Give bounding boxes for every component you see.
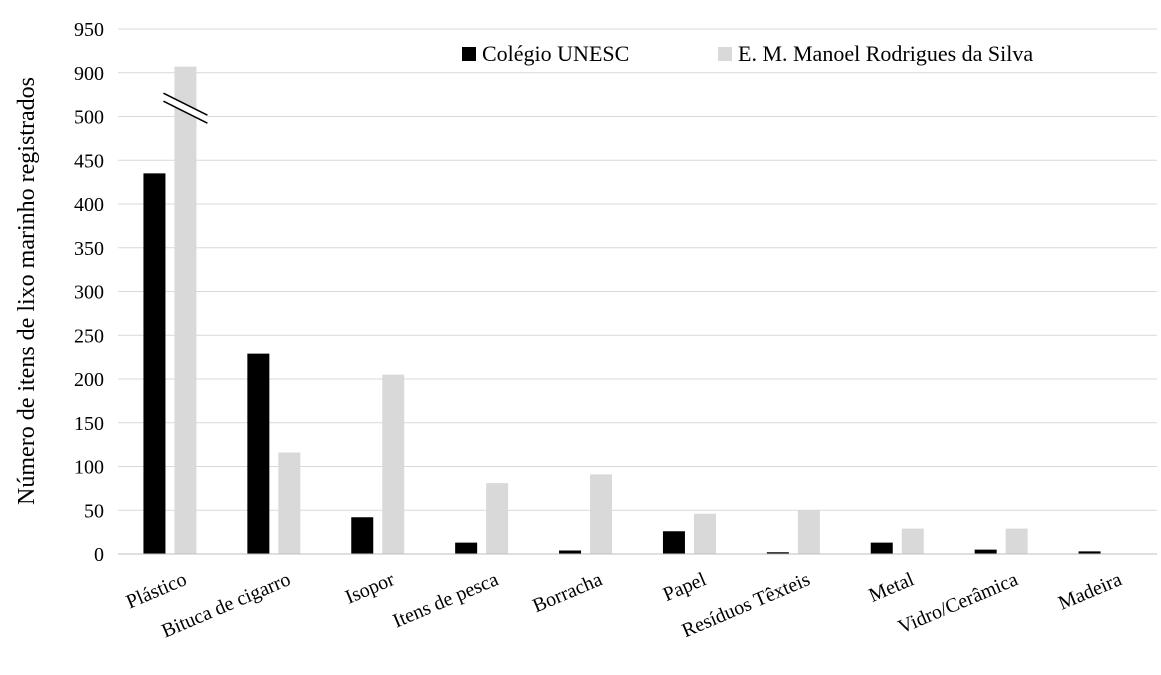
bar-colegio-unesc-8 (974, 549, 997, 554)
bar-colegio-unesc-6 (766, 552, 789, 554)
legend-swatch (718, 47, 732, 61)
y-tick-label: 900 (74, 63, 104, 85)
axis-break-line (163, 92, 208, 116)
bar-colegio-unesc-4 (559, 550, 582, 554)
bar-em-manoel-7 (901, 528, 924, 554)
y-tick-label: 400 (74, 194, 104, 216)
y-tick-label: 450 (74, 150, 104, 172)
y-tick-label: 250 (74, 325, 104, 347)
y-tick-label: 150 (74, 413, 104, 435)
y-tick-label: 50 (84, 500, 104, 522)
axis-break-gap (163, 93, 208, 124)
bars (143, 66, 1101, 554)
bar-colegio-unesc-2 (351, 517, 374, 554)
bar-colegio-unesc-9 (1078, 551, 1101, 554)
x-category-label: Vidro/Cerâmica (895, 568, 1021, 638)
legend-swatch (462, 47, 476, 61)
bar-colegio-unesc-1 (247, 353, 270, 554)
bar-colegio-unesc-0 (143, 173, 166, 554)
y-tick-label: 0 (94, 544, 104, 566)
y-tick-label: 350 (74, 238, 104, 260)
x-category-label: Isopor (342, 568, 398, 608)
legend-label: E. M. Manoel Rodrigues da Silva (738, 41, 1033, 66)
bar-colegio-unesc-3 (455, 542, 478, 554)
legend-label: Colégio UNESC (482, 41, 629, 66)
y-axis-label: Número de itens de lixo marinho registra… (14, 77, 40, 505)
bar-colegio-unesc-5 (662, 531, 685, 554)
x-category-label: Madeira (1055, 568, 1125, 614)
bar-em-manoel-0 (174, 66, 197, 554)
bar-em-manoel-5 (693, 513, 716, 554)
gridlines (118, 28, 1157, 511)
x-category-label: Metal (866, 568, 918, 607)
y-tick-label: 300 (74, 282, 104, 304)
axis-break-mark (163, 92, 208, 124)
bar-em-manoel-2 (382, 374, 405, 554)
x-category-label: Borracha (529, 568, 605, 617)
y-tick-label: 100 (74, 457, 104, 479)
legend: Colégio UNESC E. M. Manoel Rodrigues da S… (462, 41, 1033, 66)
bar-colegio-unesc-7 (870, 542, 893, 554)
x-category-label: Papel (660, 568, 710, 606)
bar-em-manoel-3 (486, 483, 509, 554)
bar-em-manoel-8 (1005, 528, 1028, 554)
x-category-label: Plástico (123, 568, 190, 613)
axis-break-line (163, 100, 208, 124)
bar-em-manoel-1 (278, 452, 301, 554)
bar-em-manoel-6 (797, 510, 820, 554)
x-category-label: Itens de pesca (390, 568, 502, 632)
y-tick-label: 500 (74, 107, 104, 129)
bar-em-manoel-4 (590, 474, 613, 554)
y-tick-label: 950 (74, 19, 104, 41)
y-axis-ticks: 0 50 100 150 200 250 300 350 400 450 500 900 950 (74, 19, 104, 566)
y-tick-label: 200 (74, 369, 104, 391)
